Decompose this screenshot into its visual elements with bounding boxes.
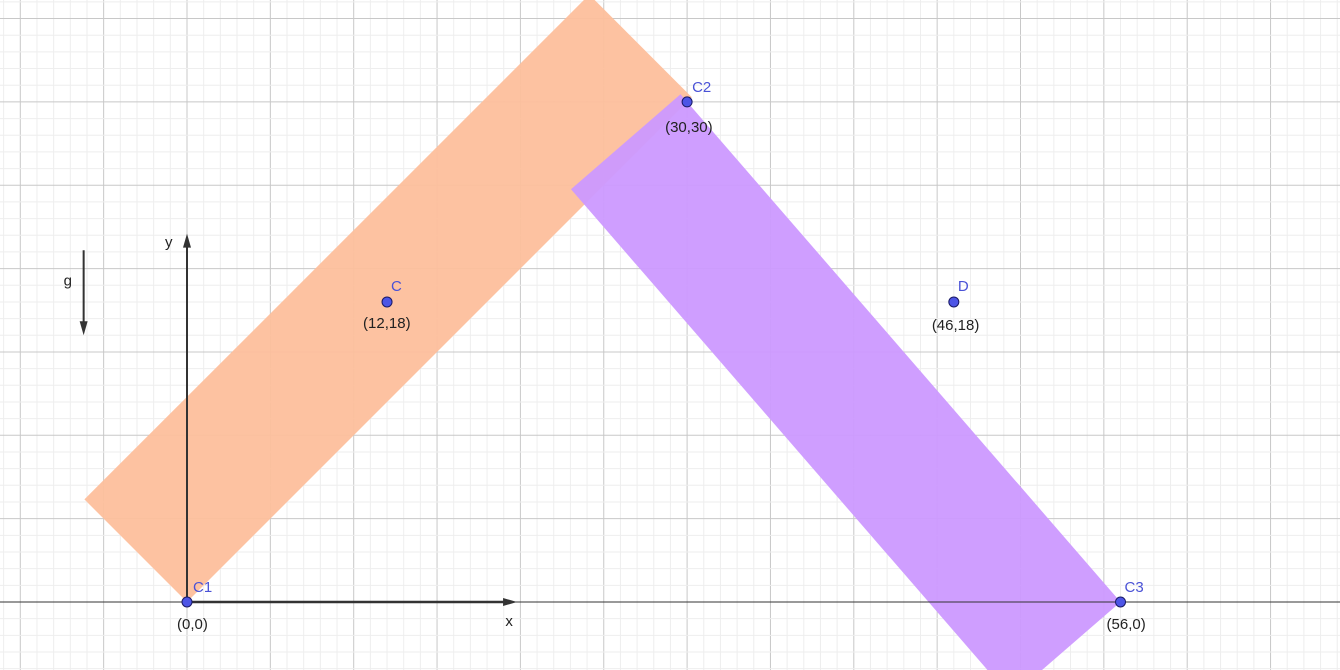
y-axis-label: y	[165, 234, 173, 251]
gravity-vector: g	[64, 250, 88, 336]
x-axis-label: x	[505, 613, 513, 630]
point-name-label: C2	[692, 79, 711, 96]
point-marker[interactable]	[181, 596, 193, 608]
point-name-label: D	[958, 278, 969, 295]
y-axis-arrow-icon	[183, 233, 191, 248]
point-coordinate-label: (30,30)	[665, 119, 713, 136]
points: C1 (0,0) C (12,18) C2 (30,30) D (46,18) C3 (56,0)	[177, 79, 1146, 633]
point-marker[interactable]	[381, 296, 393, 308]
point-coordinate-label: (46,18)	[932, 317, 980, 334]
point-marker[interactable]	[1115, 596, 1127, 608]
bar-c2-c3[interactable]	[571, 94, 1121, 670]
point-name-label: C	[391, 278, 402, 295]
point-marker[interactable]	[948, 296, 960, 308]
point-coordinate-label: (56,0)	[1107, 616, 1146, 633]
point-coordinate-label: (0,0)	[177, 616, 208, 633]
point-marker[interactable]	[681, 96, 693, 108]
point-c3[interactable]: C3 (56,0)	[1107, 579, 1146, 633]
point-coordinate-label: (12,18)	[363, 315, 411, 332]
point-c2[interactable]: C2 (30,30)	[665, 79, 713, 136]
point-name-label: C3	[1125, 579, 1144, 596]
point-name-label: C1	[193, 579, 212, 596]
gravity-label: g	[64, 272, 72, 289]
point-c[interactable]: C (12,18)	[363, 278, 411, 332]
gravity-arrow-icon	[79, 321, 88, 336]
point-d[interactable]: D (46,18)	[932, 278, 980, 334]
x-axis-arrow-icon	[503, 598, 518, 606]
point-c1[interactable]: C1 (0,0)	[177, 579, 212, 633]
